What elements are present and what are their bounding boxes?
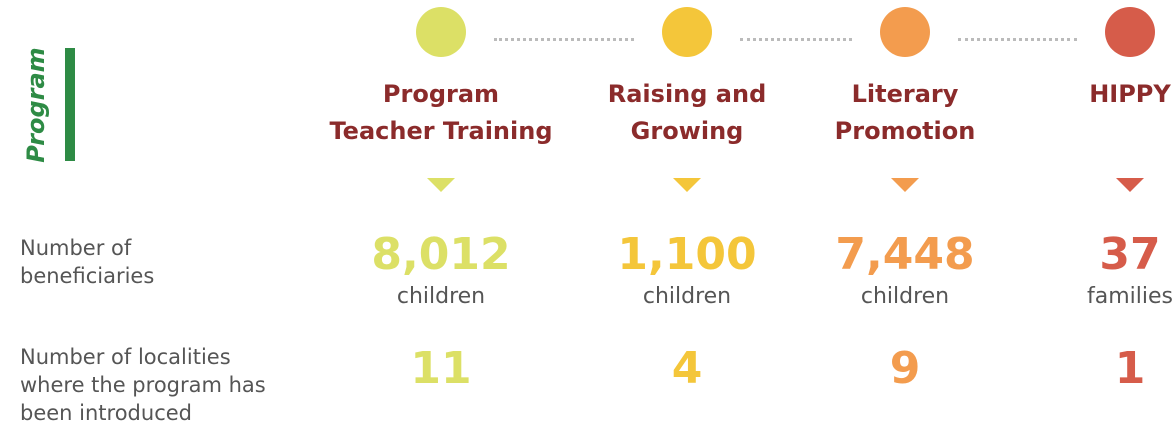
localities: 11 <box>410 343 472 394</box>
pointer <box>1116 178 1144 192</box>
pointer <box>673 178 701 192</box>
program-name: Promotion <box>834 117 976 145</box>
unit: children <box>860 284 950 309</box>
connector <box>494 38 634 41</box>
program-name: Program <box>382 80 500 108</box>
status-dot <box>1105 7 1155 57</box>
side-label-text: Program <box>22 47 50 163</box>
localities: 4 <box>671 343 703 394</box>
status-dot <box>416 7 466 57</box>
row-label: Number of localities where the program h… <box>20 345 266 425</box>
beneficiaries: 8,012 <box>371 229 511 280</box>
unit: families <box>1087 284 1173 309</box>
program-name: HIPPY <box>1089 80 1171 108</box>
beneficiaries: 37 <box>1099 229 1161 280</box>
side-bar <box>65 48 75 161</box>
beneficiaries: 1,100 <box>617 229 757 280</box>
pointer <box>891 178 919 192</box>
program-name: Growing <box>630 117 744 145</box>
program-name: Teacher Training <box>329 117 553 145</box>
localities: 1 <box>1114 343 1146 394</box>
side-label: Program <box>16 47 56 163</box>
program-name: Literary <box>851 80 959 108</box>
connector <box>958 38 1077 41</box>
localities: 9 <box>889 343 921 394</box>
row-label: Number of beneficiaries <box>20 236 155 288</box>
pointer <box>427 178 455 192</box>
connector <box>740 38 852 41</box>
beneficiaries: 7,448 <box>835 229 975 280</box>
program-name: Raising and <box>607 80 767 108</box>
status-dot <box>880 7 930 57</box>
status-dot <box>662 7 712 57</box>
unit: children <box>642 284 732 309</box>
unit: children <box>396 284 486 309</box>
